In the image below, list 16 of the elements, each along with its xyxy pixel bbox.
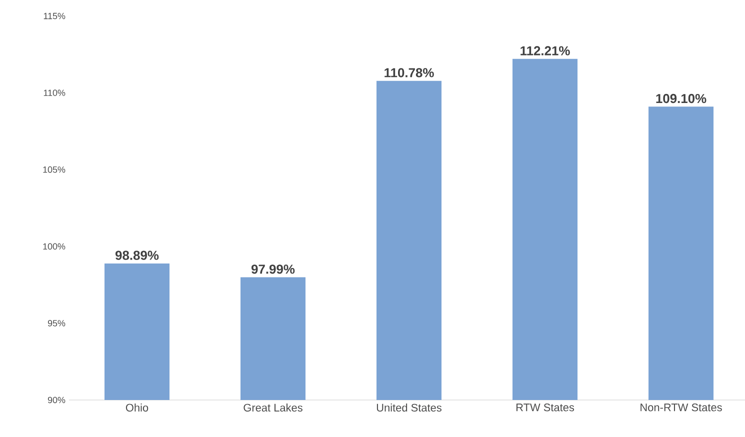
y-tick-label: 110% (44, 90, 66, 96)
data-label: 110.78% (384, 68, 434, 78)
data-label: 97.99% (251, 264, 295, 274)
data-label: 109.10% (656, 94, 706, 104)
x-tick-label: United States (376, 404, 442, 412)
data-label: 98.89% (115, 250, 159, 260)
y-tick-label: 95% (48, 320, 66, 326)
data-label: 112.21% (520, 46, 570, 56)
y-tick-label: 105% (43, 166, 66, 173)
x-tick-label: RTW States (516, 404, 574, 412)
y-tick-label: 100% (43, 243, 66, 250)
x-tick-label: Non-RTW States (640, 404, 722, 412)
y-tick-label: 90% (48, 396, 66, 404)
y-tick-label: 115% (44, 12, 66, 20)
x-tick-label: Great Lakes (244, 404, 302, 412)
x-tick-label: Ohio (126, 404, 148, 412)
